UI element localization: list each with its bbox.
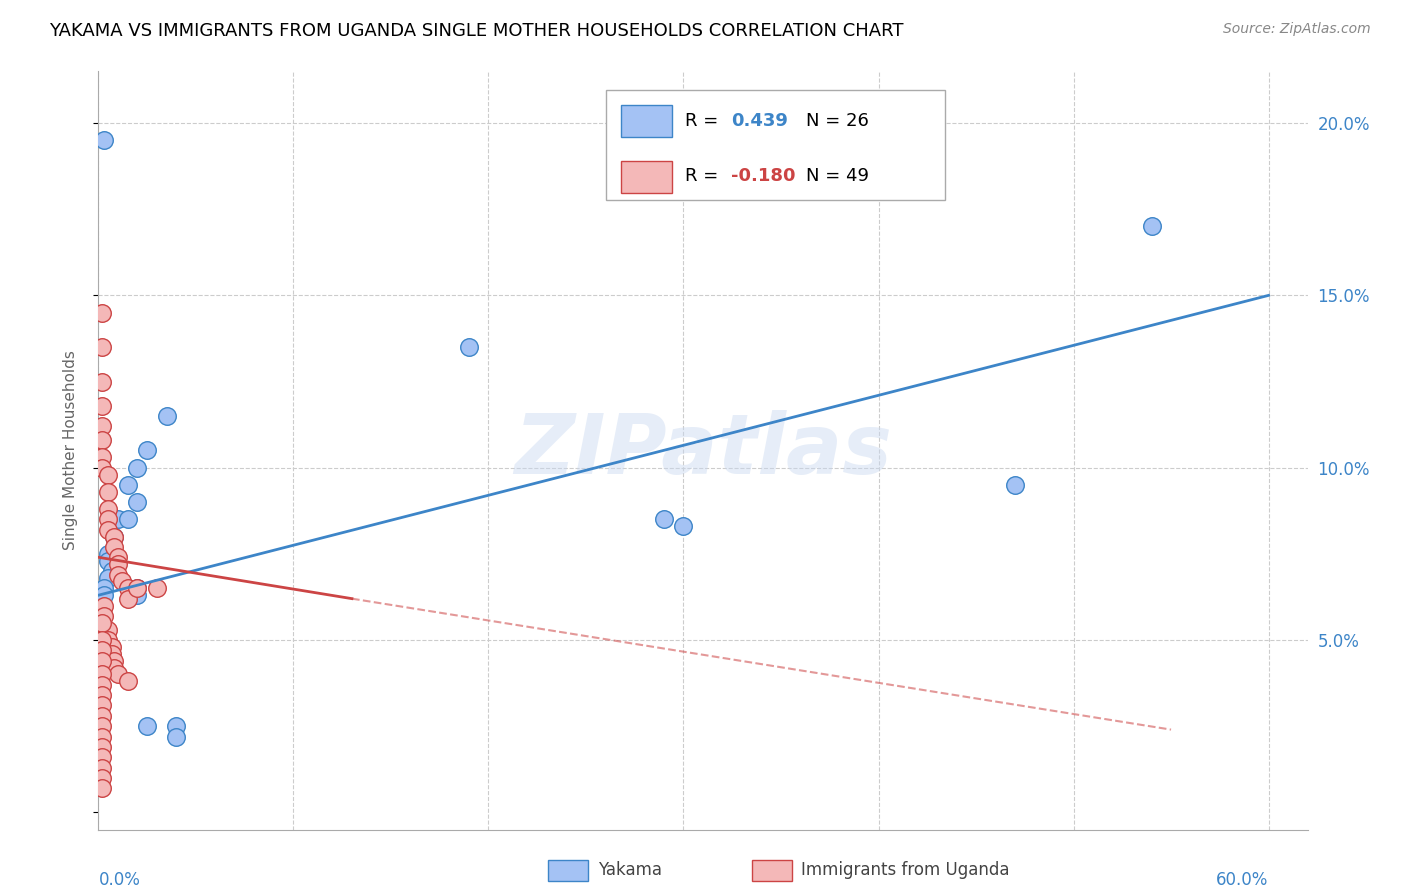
Text: 60.0%: 60.0% — [1216, 871, 1268, 889]
Point — [101, 640, 124, 654]
Point — [165, 730, 187, 744]
Point — [91, 340, 114, 354]
Point — [103, 654, 125, 668]
Point — [136, 443, 159, 458]
Point — [1004, 478, 1026, 492]
Text: R =: R = — [685, 112, 724, 129]
Point — [117, 478, 139, 492]
Point — [101, 647, 124, 661]
Point — [97, 547, 120, 561]
Point — [165, 719, 187, 733]
Text: R =: R = — [685, 167, 724, 185]
Text: YAKAMA VS IMMIGRANTS FROM UGANDA SINGLE MOTHER HOUSEHOLDS CORRELATION CHART: YAKAMA VS IMMIGRANTS FROM UGANDA SINGLE … — [49, 22, 904, 40]
Point — [156, 409, 179, 423]
Text: 0.0%: 0.0% — [98, 871, 141, 889]
Point — [91, 730, 114, 744]
Point — [91, 667, 114, 681]
Point — [91, 433, 114, 447]
Point — [127, 582, 149, 596]
Point — [127, 588, 149, 602]
Text: Immigrants from Uganda: Immigrants from Uganda — [801, 861, 1010, 879]
Point — [107, 550, 129, 565]
FancyBboxPatch shape — [621, 161, 672, 193]
Point — [91, 399, 114, 413]
Point — [91, 750, 114, 764]
Point — [91, 688, 114, 702]
Point — [91, 678, 114, 692]
Point — [97, 623, 120, 637]
Text: Yakama: Yakama — [598, 861, 662, 879]
Point — [91, 771, 114, 785]
Point — [117, 674, 139, 689]
Point — [97, 512, 120, 526]
Point — [97, 523, 120, 537]
Point — [107, 667, 129, 681]
Point — [103, 660, 125, 674]
Text: N = 26: N = 26 — [806, 112, 869, 129]
Point — [97, 554, 120, 568]
Point — [146, 582, 169, 596]
Point — [97, 484, 120, 499]
Point — [91, 615, 114, 630]
Point — [101, 564, 124, 578]
Point — [107, 512, 129, 526]
Point — [97, 467, 120, 482]
Point — [103, 530, 125, 544]
Point — [111, 574, 134, 589]
Point — [117, 582, 139, 596]
Point — [93, 599, 115, 613]
Point — [127, 495, 149, 509]
Point — [91, 698, 114, 713]
Point — [91, 460, 114, 475]
Point — [103, 530, 125, 544]
Point — [91, 719, 114, 733]
Point — [91, 760, 114, 774]
Point — [117, 591, 139, 606]
Point — [127, 460, 149, 475]
Point — [97, 571, 120, 585]
Point — [91, 739, 114, 754]
Point — [91, 643, 114, 657]
Point — [91, 633, 114, 648]
Point — [91, 419, 114, 434]
Point — [127, 582, 149, 596]
Point — [136, 719, 159, 733]
Point — [93, 133, 115, 147]
FancyBboxPatch shape — [621, 105, 672, 137]
Point — [93, 608, 115, 623]
Point — [97, 502, 120, 516]
Y-axis label: Single Mother Households: Single Mother Households — [63, 351, 77, 550]
Point — [97, 633, 120, 648]
Point — [93, 588, 115, 602]
Point — [91, 708, 114, 723]
Point — [103, 547, 125, 561]
Point — [652, 512, 675, 526]
Point — [117, 512, 139, 526]
Point — [107, 567, 129, 582]
Point — [1140, 219, 1163, 234]
FancyBboxPatch shape — [606, 90, 945, 201]
Point — [91, 305, 114, 319]
Point — [91, 781, 114, 796]
Text: Source: ZipAtlas.com: Source: ZipAtlas.com — [1223, 22, 1371, 37]
Point — [672, 519, 695, 533]
Text: 0.439: 0.439 — [731, 112, 787, 129]
Point — [107, 557, 129, 572]
Point — [458, 340, 481, 354]
Point — [91, 450, 114, 465]
Point — [93, 582, 115, 596]
Point — [91, 654, 114, 668]
Text: ZIPatlas: ZIPatlas — [515, 410, 891, 491]
Text: N = 49: N = 49 — [806, 167, 869, 185]
Text: -0.180: -0.180 — [731, 167, 796, 185]
Point — [103, 540, 125, 554]
Point — [91, 375, 114, 389]
